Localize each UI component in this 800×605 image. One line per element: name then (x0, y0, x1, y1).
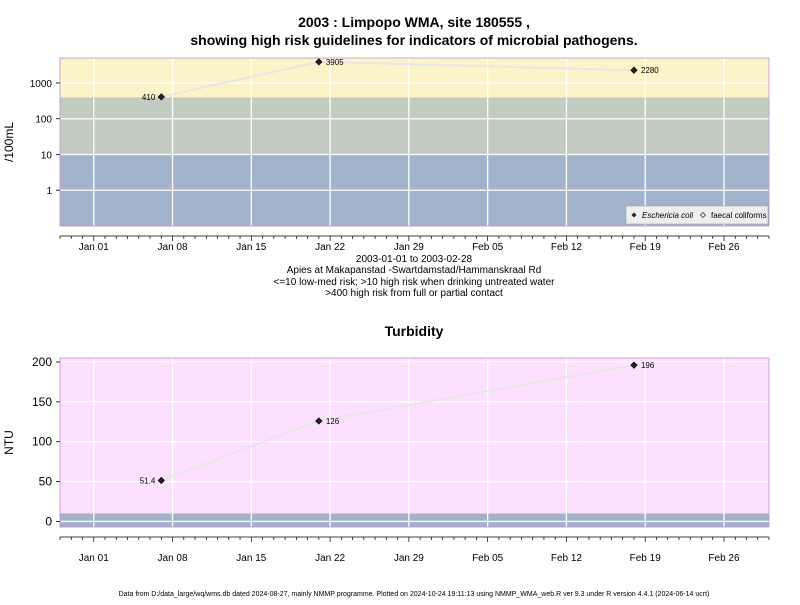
x-tick-label-0: Jan 01 (79, 553, 109, 564)
data-label-0: 410 (142, 93, 156, 102)
y-tick-label-1: 10 (41, 150, 53, 161)
x-tick-label-3: Jan 22 (315, 242, 345, 253)
y-tick-label-4: 200 (32, 355, 52, 369)
x-tick-label-2: Jan 15 (236, 242, 266, 253)
title-line-1: 2003 : Limpopo WMA, site 180555 , (298, 14, 530, 30)
x-tick-label-1: Jan 08 (158, 242, 188, 253)
x-tick-label-1: Jan 08 (158, 553, 188, 564)
data-point-2 (630, 361, 638, 369)
data-point-2 (630, 66, 638, 74)
y-tick-label-3: 1000 (30, 79, 53, 90)
x-tick-label-5: Feb 05 (472, 553, 504, 564)
data-point-0 (157, 476, 165, 485)
legend-box (625, 205, 769, 225)
legend-marker-faecal (700, 212, 706, 218)
x-tick-label-4: Jan 29 (394, 242, 424, 253)
title-line-2: showing high risk guidelines for indicat… (190, 32, 637, 48)
y-axis-label: NTU (2, 430, 16, 455)
data-label-2: 2280 (641, 66, 659, 75)
legend-marker-ecoli (631, 212, 637, 218)
y-tick-label-1: 50 (39, 475, 53, 489)
y-tick-label-0: 1 (46, 186, 52, 197)
band-0 (60, 513, 769, 527)
x-tick-label-8: Feb 26 (708, 242, 740, 253)
y-tick-label-2: 100 (32, 435, 52, 449)
caption-line-1: 2003-01-01 to 2003-02-28 (356, 254, 473, 265)
data-label-0: 51.4 (140, 476, 156, 485)
legend-label-ecoli: Eschericia coli (642, 211, 693, 220)
data-point-1 (315, 417, 323, 425)
legend-label-faecal: faecal coliforms (711, 211, 767, 220)
caption-line-4: >400 high risk from full or partial cont… (325, 288, 503, 299)
data-label-1: 126 (326, 417, 340, 426)
data-label-1: 3905 (326, 58, 344, 67)
band-1 (60, 97, 769, 155)
turbidity-panel: 0 50 100 150 200 NTU Jan 01 Jan 08 Jan 15 Jan 22 J… (2, 355, 770, 564)
y-tick-label-3: 150 (32, 395, 52, 409)
microbial-panel: 1 10 100 1000/100mL Jan 01 Jan 08 Jan 15 Jan 22… (2, 57, 770, 253)
band-1 (60, 358, 769, 514)
x-tick-label-7: Feb 19 (630, 242, 662, 253)
x-tick-label-4: Jan 29 (394, 553, 424, 564)
y-tick-label-0: 0 (45, 514, 52, 528)
data-point-1 (315, 58, 323, 66)
x-tick-label-7: Feb 19 (630, 553, 662, 564)
x-tick-label-2: Jan 15 (236, 553, 266, 564)
plot-frame (59, 357, 770, 528)
data-label-2: 196 (641, 361, 655, 370)
x-tick-label-3: Jan 22 (315, 553, 345, 564)
y-axis-label: /100mL (2, 122, 16, 162)
x-tick-label-6: Feb 12 (551, 242, 583, 253)
y-tick-label-2: 100 (35, 115, 52, 126)
x-tick-label-5: Feb 05 (472, 242, 504, 253)
data-point-0 (157, 93, 165, 101)
turbidity-title: Turbidity (385, 323, 444, 339)
x-tick-label-0: Jan 01 (79, 242, 109, 253)
caption-line-3: <=10 low-med risk; >10 high risk when dr… (274, 277, 556, 288)
x-tick-label-8: Feb 26 (708, 553, 740, 564)
plot-frame (59, 57, 770, 227)
caption-line-2: Apies at Makapanstad -Swartdamstad/Hamma… (287, 265, 542, 276)
footer-note: Data from D:/data_large/wq/wms.db dated … (119, 591, 710, 598)
x-tick-label-6: Feb 12 (551, 553, 583, 564)
